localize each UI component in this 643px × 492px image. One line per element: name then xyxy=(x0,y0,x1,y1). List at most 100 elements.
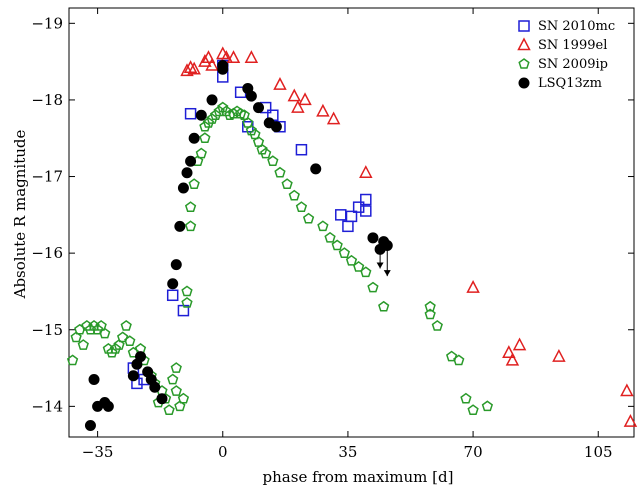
data-point xyxy=(352,201,365,213)
upper-limit-head xyxy=(383,270,391,277)
data-point xyxy=(453,354,465,366)
data-point xyxy=(99,327,111,339)
data-point xyxy=(359,165,373,178)
data-point xyxy=(512,337,527,351)
axes: −35 0 35 70 105 −14 −15 −16 −17 −18 −19 xyxy=(31,7,635,461)
legend-marker xyxy=(518,58,530,69)
data-point xyxy=(345,254,358,266)
series-sn-2010mc xyxy=(127,59,372,390)
data-point xyxy=(502,345,516,358)
data-point xyxy=(124,335,136,347)
upper-limit-head xyxy=(376,262,384,269)
data-point xyxy=(185,155,197,167)
legend-label: SN 2009ip xyxy=(538,57,608,72)
data-point xyxy=(467,404,479,415)
data-point xyxy=(353,261,365,272)
data-point xyxy=(466,279,480,293)
data-point xyxy=(360,193,372,206)
data-point xyxy=(360,205,372,217)
data-point xyxy=(206,94,218,106)
data-point xyxy=(270,121,282,133)
y-tick-label: −16 xyxy=(31,244,63,262)
data-point xyxy=(202,116,215,128)
data-point xyxy=(331,239,343,251)
legend-marker xyxy=(518,77,530,89)
data-point xyxy=(95,319,107,331)
data-point xyxy=(205,57,219,71)
legend-item: SN 1999el xyxy=(517,37,607,53)
data-point xyxy=(149,381,161,393)
data-point xyxy=(195,109,207,121)
x-axis-label: phase from maximum [d] xyxy=(263,468,454,486)
data-point xyxy=(170,362,182,373)
data-point xyxy=(156,393,168,405)
series-sn-1999el xyxy=(180,46,638,427)
data-point xyxy=(163,404,175,415)
data-point xyxy=(167,373,179,385)
legend-label: SN 1999el xyxy=(538,38,607,53)
data-point xyxy=(316,103,330,117)
data-point xyxy=(187,61,201,75)
data-point xyxy=(88,374,100,386)
x-tick-label: 70 xyxy=(464,443,483,461)
data-point xyxy=(170,259,182,271)
data-point xyxy=(335,209,347,221)
data-point xyxy=(244,50,259,64)
data-point xyxy=(367,232,379,244)
x-tick-label: −35 xyxy=(82,443,114,461)
data-point xyxy=(281,178,293,189)
data-point xyxy=(274,166,286,178)
data-point xyxy=(481,400,494,412)
data-point xyxy=(338,247,350,258)
data-point xyxy=(174,400,186,412)
data-point xyxy=(291,99,305,113)
data-point xyxy=(267,155,279,167)
data-point xyxy=(180,63,194,77)
data-point xyxy=(195,147,207,159)
data-point xyxy=(113,339,125,350)
data-point xyxy=(287,88,302,102)
data-point xyxy=(295,201,308,212)
data-point xyxy=(181,167,193,179)
series-lsq13zm xyxy=(84,59,393,432)
data-point xyxy=(298,92,312,106)
legend-item: SN 2009ip xyxy=(518,57,608,72)
data-point xyxy=(460,392,472,404)
data-point xyxy=(249,128,261,140)
y-tick-label: −17 xyxy=(31,168,63,186)
data-point xyxy=(84,420,96,432)
data-point xyxy=(424,308,436,320)
data-point xyxy=(209,109,222,121)
data-point xyxy=(317,220,329,232)
data-point xyxy=(66,354,79,366)
data-point xyxy=(102,400,114,412)
y-tick-label: −19 xyxy=(31,14,63,32)
data-point xyxy=(127,370,139,382)
data-point xyxy=(166,289,179,302)
data-point xyxy=(310,163,322,175)
data-point xyxy=(201,50,216,64)
data-point xyxy=(445,350,458,362)
data-point xyxy=(295,143,308,156)
legend-marker xyxy=(518,20,530,32)
y-tick-label: −18 xyxy=(31,91,63,109)
data-point xyxy=(324,231,336,243)
data-point xyxy=(183,60,198,74)
y-tick-label: −15 xyxy=(31,321,63,339)
data-point xyxy=(360,266,372,278)
data-point xyxy=(70,331,82,343)
legend-item: LSQ13zm xyxy=(518,76,602,91)
data-point xyxy=(620,383,634,397)
data-point xyxy=(177,392,190,404)
data-point xyxy=(181,297,193,308)
data-point xyxy=(345,210,358,223)
data-point xyxy=(199,132,211,144)
data-point xyxy=(552,348,566,362)
data-point xyxy=(184,201,197,212)
data-point xyxy=(198,54,212,67)
data-point xyxy=(623,414,638,427)
data-point xyxy=(342,220,354,233)
data-point xyxy=(217,59,229,71)
data-point xyxy=(242,116,254,128)
data-point xyxy=(184,107,197,120)
